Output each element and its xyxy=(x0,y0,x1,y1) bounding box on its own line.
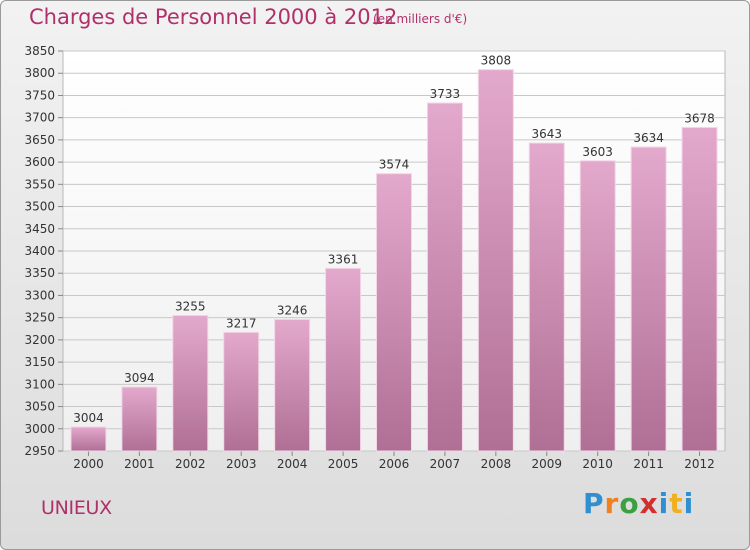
label-layer: 2950 3000 3050 3100 3150 3200 3250 3300 3350 3400… xyxy=(24,44,714,471)
x-tick-label: 2010 xyxy=(582,457,613,471)
bar xyxy=(426,102,463,452)
y-tick-label: 3400 xyxy=(24,244,55,258)
y-tick-label: 3300 xyxy=(24,288,55,302)
bar xyxy=(325,267,362,452)
y-tick-label: 3000 xyxy=(24,422,55,436)
chart-title: Charges de Personnel 2000 à 2012 xyxy=(29,5,398,29)
bar xyxy=(70,426,107,452)
bar-value-label: 3217 xyxy=(226,316,257,330)
x-tick-label: 2009 xyxy=(531,457,562,471)
x-tick-label: 2002 xyxy=(175,457,206,471)
bar-value-label: 3246 xyxy=(277,303,308,317)
x-tick-label: 2006 xyxy=(379,457,410,471)
x-tick-label: 2008 xyxy=(481,457,512,471)
x-tick-label: 2012 xyxy=(684,457,715,471)
bar xyxy=(477,69,514,452)
x-tick-label: 2004 xyxy=(277,457,308,471)
y-tick-label: 3200 xyxy=(24,333,55,347)
bar xyxy=(681,126,718,452)
commune-name: UNIEUX xyxy=(41,497,112,519)
logo-letter: r xyxy=(604,487,620,520)
bar xyxy=(172,314,209,452)
y-tick-label: 3350 xyxy=(24,266,55,280)
y-tick-label: 3650 xyxy=(24,133,55,147)
proxiti-logo: Proxiti xyxy=(583,487,694,520)
x-tick-label: 2001 xyxy=(124,457,155,471)
bar xyxy=(376,173,412,452)
bar xyxy=(579,160,616,452)
bar-value-label: 3643 xyxy=(531,127,562,141)
y-tick-label: 3150 xyxy=(24,355,55,369)
logo-letter: i xyxy=(683,487,695,520)
bar-value-label: 3603 xyxy=(582,145,613,159)
bar xyxy=(223,331,260,452)
logo-letter: o xyxy=(619,487,640,520)
y-tick-label: 3600 xyxy=(24,155,55,169)
bar-value-label: 3255 xyxy=(175,299,206,313)
y-tick-label: 3750 xyxy=(24,88,55,102)
x-tick-label: 2011 xyxy=(633,457,664,471)
bar xyxy=(121,386,158,452)
x-tick-label: 2007 xyxy=(430,457,461,471)
bar-value-label: 3574 xyxy=(379,158,410,172)
bar-value-label: 3733 xyxy=(430,87,461,101)
y-tick-label: 3850 xyxy=(24,44,55,58)
x-tick-label: 2005 xyxy=(328,457,359,471)
bar xyxy=(630,146,667,452)
bar-value-label: 3634 xyxy=(633,131,664,145)
logo-letter: i xyxy=(658,487,670,520)
y-tick-label: 3250 xyxy=(24,311,55,325)
bar xyxy=(528,142,565,452)
bar xyxy=(274,318,311,452)
bar-value-label: 3004 xyxy=(73,411,104,425)
logo-letter: t xyxy=(669,487,684,520)
y-tick-label: 3700 xyxy=(24,111,55,125)
bar-value-label: 3094 xyxy=(124,371,155,385)
x-tick-label: 2003 xyxy=(226,457,257,471)
bar-value-label: 3808 xyxy=(481,54,512,68)
logo-letter: x xyxy=(639,487,659,520)
y-tick-label: 2950 xyxy=(24,444,55,458)
bar-value-label: 3678 xyxy=(684,111,715,125)
bar-layer xyxy=(70,69,718,452)
y-tick-label: 3450 xyxy=(24,222,55,236)
y-tick-label: 3500 xyxy=(24,200,55,214)
chart-subtitle: (en milliers d'€) xyxy=(373,12,468,26)
y-tick-label: 3550 xyxy=(24,177,55,191)
bar-value-label: 3361 xyxy=(328,252,359,266)
logo-letter: P xyxy=(583,487,605,520)
y-tick-label: 3800 xyxy=(24,66,55,80)
x-tick-label: 2000 xyxy=(73,457,104,471)
y-tick-label: 3050 xyxy=(24,400,55,414)
y-tick-label: 3100 xyxy=(24,377,55,391)
